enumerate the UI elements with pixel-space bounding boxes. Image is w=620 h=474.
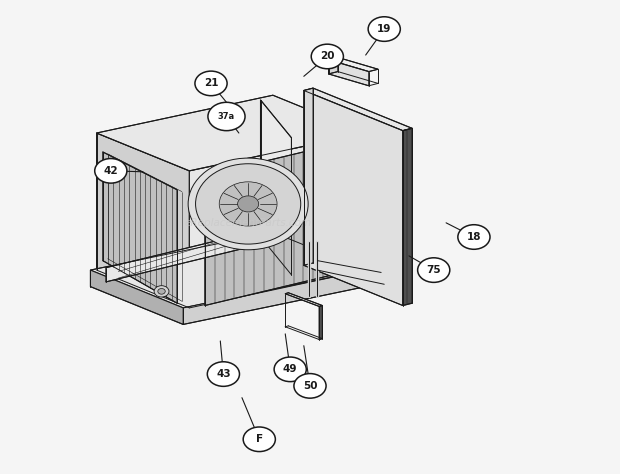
- Circle shape: [158, 289, 166, 294]
- Circle shape: [274, 357, 306, 382]
- Text: 37a: 37a: [218, 112, 235, 121]
- Text: 49: 49: [283, 365, 298, 374]
- Polygon shape: [97, 133, 189, 308]
- Text: 18: 18: [467, 232, 481, 242]
- Circle shape: [418, 258, 450, 283]
- Circle shape: [243, 427, 275, 452]
- Circle shape: [188, 158, 308, 250]
- Polygon shape: [103, 152, 177, 303]
- Polygon shape: [260, 100, 291, 275]
- Polygon shape: [304, 88, 412, 131]
- Circle shape: [458, 225, 490, 249]
- Polygon shape: [91, 270, 183, 324]
- Circle shape: [237, 196, 259, 212]
- Polygon shape: [106, 235, 242, 282]
- Polygon shape: [304, 91, 403, 306]
- Circle shape: [219, 182, 277, 226]
- Polygon shape: [329, 57, 378, 72]
- Circle shape: [207, 362, 239, 386]
- Circle shape: [294, 374, 326, 398]
- Text: 75: 75: [427, 265, 441, 275]
- Circle shape: [208, 102, 245, 131]
- Circle shape: [95, 158, 127, 183]
- Text: 19: 19: [377, 24, 391, 34]
- Text: 50: 50: [303, 381, 317, 391]
- Polygon shape: [319, 306, 322, 339]
- Polygon shape: [189, 133, 366, 308]
- Polygon shape: [97, 95, 366, 171]
- Polygon shape: [304, 88, 313, 265]
- Text: 42: 42: [104, 166, 118, 176]
- Circle shape: [368, 17, 401, 41]
- Polygon shape: [205, 138, 363, 306]
- Polygon shape: [329, 60, 369, 86]
- Text: 20: 20: [320, 52, 335, 62]
- Text: eReplacementParts.com: eReplacementParts.com: [185, 218, 312, 228]
- Polygon shape: [403, 128, 412, 306]
- Circle shape: [311, 44, 343, 69]
- Circle shape: [154, 286, 169, 297]
- Polygon shape: [285, 293, 322, 307]
- Polygon shape: [183, 270, 366, 324]
- Text: F: F: [255, 434, 263, 444]
- Circle shape: [195, 164, 301, 244]
- Polygon shape: [329, 57, 338, 74]
- Polygon shape: [91, 232, 366, 308]
- Text: 21: 21: [204, 78, 218, 89]
- Text: 43: 43: [216, 369, 231, 379]
- Circle shape: [195, 71, 227, 96]
